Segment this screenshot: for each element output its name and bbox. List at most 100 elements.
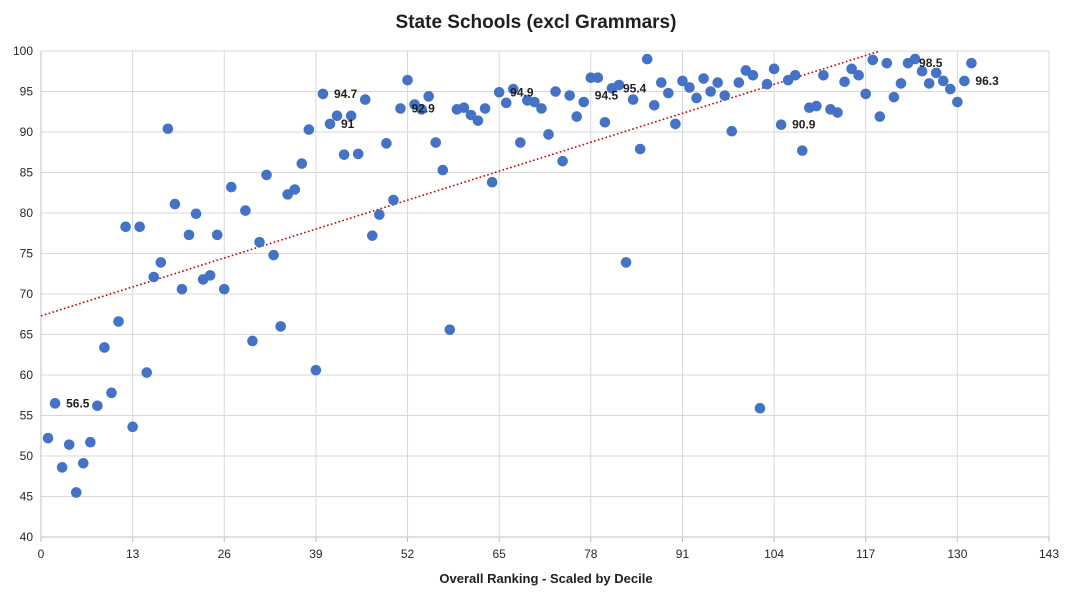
data-point (818, 70, 829, 81)
data-point (374, 209, 385, 220)
data-point (620, 257, 632, 268)
data-point (190, 208, 202, 220)
data-point (106, 387, 117, 399)
data-point (648, 99, 660, 111)
data-point (331, 110, 343, 122)
data-point (254, 236, 265, 248)
data-point (204, 270, 216, 281)
data-labels: 56.5 94.7 91 92.9 94.9 94.5 95.4 90.9 98.5 96.3 (66, 56, 999, 410)
data-point (670, 118, 681, 130)
x-tick-label: 13 (126, 547, 140, 561)
data-label: 94.7 (334, 87, 358, 101)
data-point (959, 75, 970, 87)
data-point (726, 125, 738, 137)
data-point (430, 137, 442, 148)
data-point (345, 110, 357, 122)
data-point (796, 145, 808, 156)
data-points (42, 53, 977, 498)
data-point (592, 72, 604, 84)
data-point (381, 138, 392, 149)
data-point (677, 75, 688, 87)
data-label: 94.5 (595, 89, 619, 103)
x-tick-label: 91 (676, 547, 690, 561)
data-point (761, 78, 773, 90)
data-point (663, 87, 674, 99)
data-point (458, 102, 470, 113)
data-point (937, 75, 949, 87)
data-point (536, 103, 547, 114)
data-point (811, 100, 822, 112)
y-tick-label: 85 (20, 166, 34, 180)
y-tick-label: 65 (20, 328, 34, 342)
x-tick-label: 143 (1039, 547, 1059, 561)
data-point (444, 324, 456, 335)
data-point (486, 176, 498, 188)
x-tick-label: 0 (38, 547, 45, 561)
data-point (310, 364, 322, 376)
data-point (268, 249, 279, 261)
y-tick-label: 75 (20, 247, 34, 261)
data-point (317, 88, 329, 100)
data-label: 56.5 (66, 396, 90, 410)
data-point (529, 96, 540, 108)
data-point (733, 77, 745, 88)
data-point (656, 77, 667, 88)
data-point (141, 367, 153, 378)
data-point (789, 70, 801, 81)
data-point (324, 118, 336, 130)
data-point (754, 402, 766, 414)
data-point (211, 229, 223, 241)
data-point (359, 94, 371, 105)
x-tick-label: 104 (764, 547, 784, 561)
data-point (952, 96, 963, 108)
y-tick-label: 45 (20, 490, 34, 504)
data-point (578, 96, 590, 108)
data-point (120, 221, 131, 233)
data-point (465, 109, 477, 121)
data-point (627, 94, 639, 105)
data-point (218, 283, 230, 295)
data-point (705, 86, 716, 97)
data-point (691, 92, 702, 104)
data-point (599, 116, 611, 128)
data-point (176, 283, 188, 295)
data-point (564, 90, 575, 101)
data-label: 92.9 (411, 102, 435, 116)
data-point (888, 91, 900, 103)
data-point (493, 87, 505, 98)
data-point (641, 53, 653, 65)
data-point (423, 91, 434, 102)
data-point (832, 107, 843, 118)
data-point (895, 78, 907, 89)
data-point (183, 229, 195, 241)
data-point (92, 400, 103, 412)
data-label: 90.9 (792, 118, 816, 132)
gridlines (40, 50, 1050, 542)
data-point (85, 436, 96, 448)
data-point (698, 73, 709, 84)
data-point (169, 198, 181, 210)
x-tick-label: 65 (493, 547, 507, 561)
data-point (881, 57, 893, 69)
data-point (226, 181, 237, 193)
y-tick-label: 40 (20, 530, 34, 544)
data-point (99, 342, 110, 353)
x-tick-label: 117 (856, 547, 875, 561)
data-label: 91 (341, 117, 355, 131)
data-point (768, 63, 780, 75)
data-point (930, 67, 942, 79)
data-point (550, 86, 561, 97)
data-point (853, 70, 864, 81)
data-point (113, 316, 124, 327)
data-point (874, 111, 886, 122)
data-point (367, 230, 378, 241)
data-point (162, 123, 174, 135)
data-point (867, 54, 879, 66)
x-tick-label: 26 (218, 547, 232, 561)
data-point (56, 462, 68, 473)
data-label: 94.9 (510, 85, 534, 99)
data-point (303, 124, 315, 135)
data-point (247, 335, 258, 347)
data-label: 98.5 (919, 56, 943, 70)
data-point (557, 155, 568, 167)
